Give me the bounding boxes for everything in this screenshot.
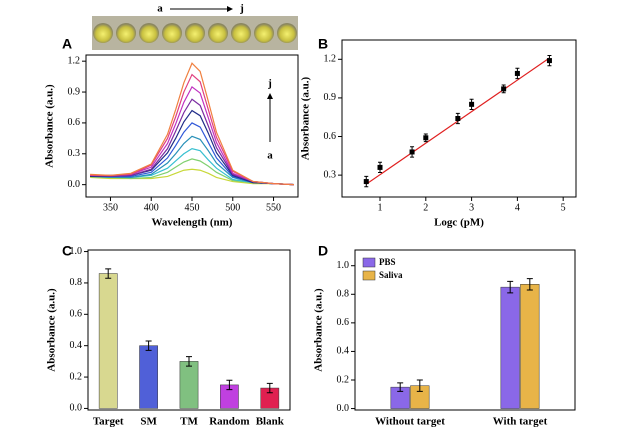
x-tick-label: 350 xyxy=(103,202,118,213)
error-bar xyxy=(416,379,423,392)
x-tick-label: 2 xyxy=(423,202,428,213)
x-tick-label: 500 xyxy=(225,202,240,213)
error-bar xyxy=(105,268,112,279)
legend-label: PBS xyxy=(379,257,396,267)
annotation-end: j xyxy=(267,78,272,90)
y-tick-label: 0.6 xyxy=(337,317,350,328)
caption-end: j xyxy=(239,3,244,15)
panel-label: B xyxy=(318,36,328,52)
x-tick-label: TM xyxy=(180,416,198,428)
legend-label: Saliva xyxy=(379,270,403,280)
panel-label: C xyxy=(62,243,72,259)
y-tick-label: 0.4 xyxy=(70,340,83,351)
error-bar xyxy=(186,356,192,367)
y-tick-label: 0.2 xyxy=(70,371,83,382)
data-point xyxy=(455,116,461,121)
bar xyxy=(500,286,520,409)
spectrum-line xyxy=(90,73,294,186)
y-tick-label: 0.3 xyxy=(324,169,337,180)
error-bar xyxy=(507,280,514,294)
x-tick-label: 3 xyxy=(469,202,474,213)
spectrum-line xyxy=(90,62,294,186)
data-point xyxy=(546,58,552,64)
data-point xyxy=(469,101,475,107)
legend-swatch xyxy=(362,257,376,268)
x-axis-label: Wavelength (nm) xyxy=(152,217,233,229)
x-tick-label: SM xyxy=(140,416,157,428)
y-axis-label: Absorbance (a.u.) xyxy=(313,288,325,372)
bar xyxy=(179,361,199,409)
spectrum-line xyxy=(90,109,294,186)
y-axis-label: Absorbance (a.u.) xyxy=(44,84,56,168)
spectrum-line xyxy=(90,147,294,186)
x-tick-label: 550 xyxy=(266,202,281,213)
x-tick-label: Blank xyxy=(256,416,285,428)
y-tick-label: 0.4 xyxy=(337,346,350,357)
x-tick-label: 450 xyxy=(185,202,200,213)
error-bar xyxy=(226,379,233,391)
y-tick-label: 0.6 xyxy=(68,117,81,128)
spectrum-line xyxy=(90,98,294,186)
x-tick-label: 5 xyxy=(561,202,566,213)
annotation-start: a xyxy=(267,150,273,162)
x-tick-label: With target xyxy=(493,416,548,428)
x-tick-label: 4 xyxy=(515,202,520,213)
data-point xyxy=(423,135,429,141)
legend-swatch xyxy=(362,270,376,281)
y-axis-label: Absorbance (a.u.) xyxy=(300,76,312,160)
y-tick-label: 0.6 xyxy=(70,309,83,320)
x-axis-label: Logc (pM) xyxy=(434,217,484,229)
bar xyxy=(139,345,158,409)
spectrum-line xyxy=(90,85,294,186)
y-tick-label: 0.3 xyxy=(68,148,81,159)
y-tick-label: 0.8 xyxy=(337,289,350,300)
x-tick-label: Random xyxy=(209,416,249,428)
x-tick-label: 400 xyxy=(144,202,159,213)
plot-frame xyxy=(341,39,577,198)
error-bar xyxy=(526,278,533,291)
panel-label: A xyxy=(62,36,72,52)
panel-label: D xyxy=(318,243,328,259)
y-tick-label: 0.8 xyxy=(70,277,83,288)
y-tick-label: 0.2 xyxy=(337,374,350,385)
y-tick-label: 0.0 xyxy=(70,403,83,414)
x-tick-label: Target xyxy=(93,416,124,428)
y-tick-label: 1.2 xyxy=(68,55,81,66)
y-tick-label: 0.9 xyxy=(68,86,81,97)
x-tick-label: 1 xyxy=(378,202,383,213)
bar xyxy=(520,284,540,409)
plot-frame xyxy=(87,249,291,411)
spectrum-line xyxy=(90,135,294,186)
bar xyxy=(98,273,118,409)
y-tick-label: 0.0 xyxy=(68,179,81,190)
y-tick-label: 0.6 xyxy=(324,131,337,142)
spectrum-line xyxy=(90,158,294,186)
vial-photo xyxy=(92,16,298,50)
error-bar xyxy=(397,382,404,392)
y-tick-label: 1.2 xyxy=(324,54,337,65)
x-tick-label: Without target xyxy=(375,416,445,428)
data-point xyxy=(363,179,369,185)
y-axis-label: Absorbance (a.u.) xyxy=(46,288,58,372)
y-tick-label: 1.0 xyxy=(70,246,83,257)
y-tick-label: 1.0 xyxy=(337,260,350,271)
data-point xyxy=(377,164,383,170)
data-point xyxy=(501,86,507,92)
data-point xyxy=(409,149,415,155)
y-tick-label: 0.9 xyxy=(324,92,337,103)
caption-start: a xyxy=(157,3,163,15)
y-tick-label: 0.0 xyxy=(337,403,350,414)
error-bar xyxy=(266,382,273,394)
data-point xyxy=(514,70,520,76)
plot-frame xyxy=(354,249,576,411)
error-bar xyxy=(145,340,152,351)
